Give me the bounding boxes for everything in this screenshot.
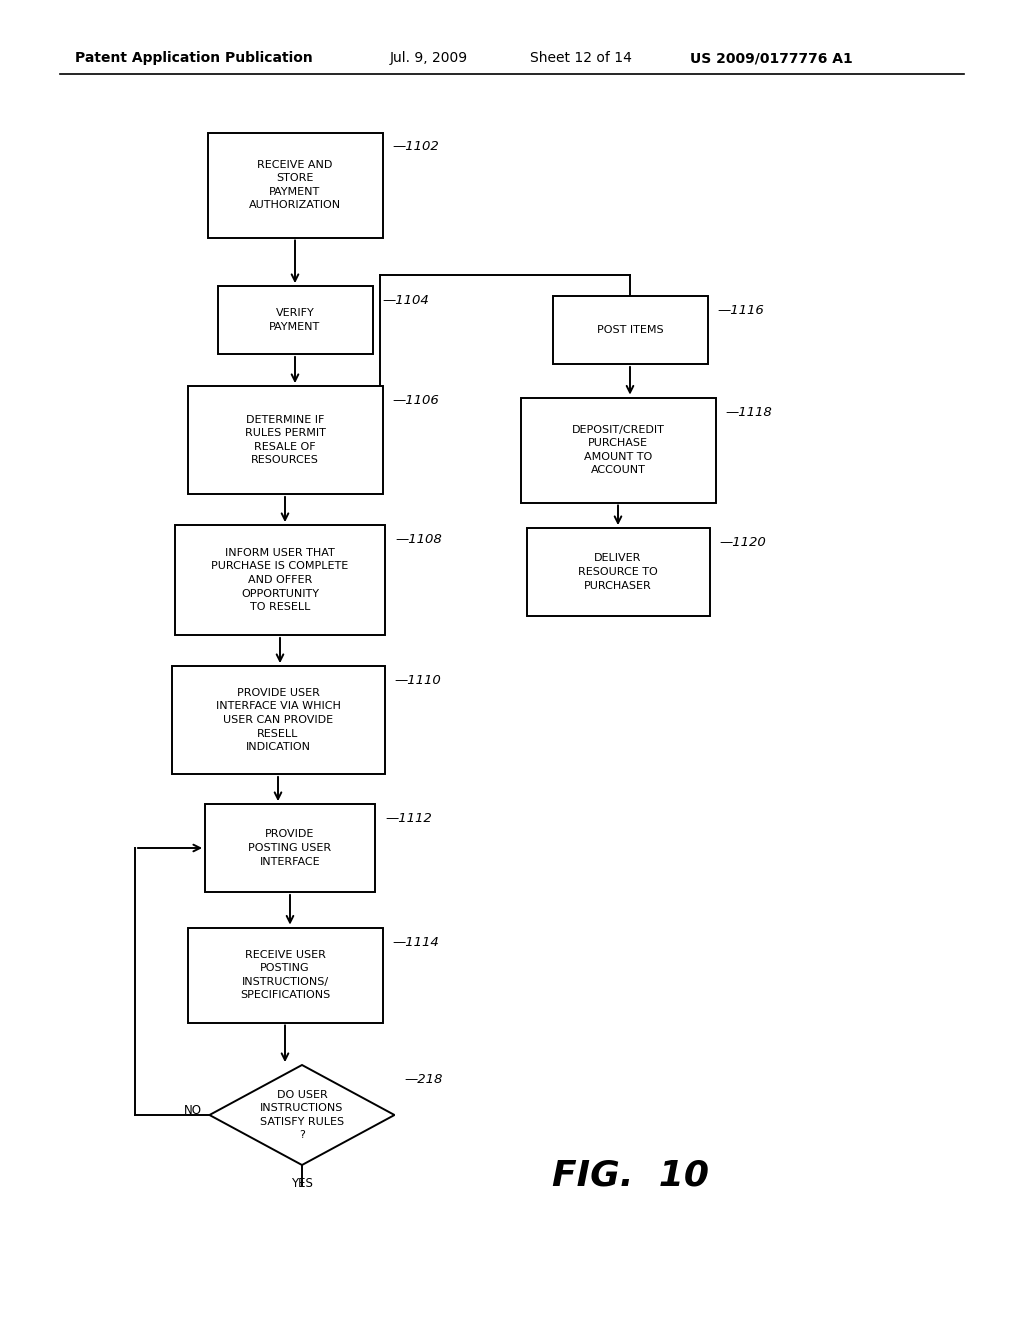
Text: Sheet 12 of 14: Sheet 12 of 14 xyxy=(530,51,632,65)
Polygon shape xyxy=(210,1065,394,1166)
Text: —1110: —1110 xyxy=(394,675,441,686)
Bar xyxy=(526,528,710,616)
Bar xyxy=(217,286,373,354)
Bar xyxy=(175,525,385,635)
Text: Patent Application Publication: Patent Application Publication xyxy=(75,51,312,65)
Bar xyxy=(208,132,383,238)
Text: NO: NO xyxy=(183,1104,202,1117)
Text: Jul. 9, 2009: Jul. 9, 2009 xyxy=(390,51,468,65)
Text: —1120: —1120 xyxy=(720,536,766,549)
Text: VERIFY
PAYMENT: VERIFY PAYMENT xyxy=(269,308,321,331)
Text: —1106: —1106 xyxy=(392,393,439,407)
Bar xyxy=(520,397,716,503)
Text: —1116: —1116 xyxy=(718,304,764,317)
Text: —1114: —1114 xyxy=(392,936,439,949)
Text: —1118: —1118 xyxy=(725,405,772,418)
Text: —218: —218 xyxy=(404,1073,442,1086)
Bar xyxy=(187,928,383,1023)
Text: RECEIVE AND
STORE
PAYMENT
AUTHORIZATION: RECEIVE AND STORE PAYMENT AUTHORIZATION xyxy=(249,160,341,210)
Text: DELIVER
RESOURCE TO
PURCHASER: DELIVER RESOURCE TO PURCHASER xyxy=(579,553,657,590)
Text: PROVIDE USER
INTERFACE VIA WHICH
USER CAN PROVIDE
RESELL
INDICATION: PROVIDE USER INTERFACE VIA WHICH USER CA… xyxy=(216,688,340,752)
Text: —1102: —1102 xyxy=(392,140,439,153)
Text: INFORM USER THAT
PURCHASE IS COMPLETE
AND OFFER
OPPORTUNITY
TO RESELL: INFORM USER THAT PURCHASE IS COMPLETE AN… xyxy=(211,548,348,612)
Bar xyxy=(187,385,383,494)
Text: FIG.  10: FIG. 10 xyxy=(552,1158,709,1192)
Text: DO USER
INSTRUCTIONS
SATISFY RULES
?: DO USER INSTRUCTIONS SATISFY RULES ? xyxy=(260,1089,344,1140)
Text: POST ITEMS: POST ITEMS xyxy=(597,325,664,335)
Text: YES: YES xyxy=(291,1177,313,1191)
Text: DETERMINE IF
RULES PERMIT
RESALE OF
RESOURCES: DETERMINE IF RULES PERMIT RESALE OF RESO… xyxy=(245,414,326,466)
Bar xyxy=(205,804,375,892)
Text: RECEIVE USER
POSTING
INSTRUCTIONS/
SPECIFICATIONS: RECEIVE USER POSTING INSTRUCTIONS/ SPECI… xyxy=(240,949,330,1001)
Text: —1104: —1104 xyxy=(383,294,429,308)
Bar xyxy=(171,667,384,774)
Text: US 2009/0177776 A1: US 2009/0177776 A1 xyxy=(690,51,853,65)
Text: —1108: —1108 xyxy=(395,533,441,546)
Text: DEPOSIT/CREDIT
PURCHASE
AMOUNT TO
ACCOUNT: DEPOSIT/CREDIT PURCHASE AMOUNT TO ACCOUN… xyxy=(571,425,665,475)
Text: —1112: —1112 xyxy=(385,812,432,825)
Bar xyxy=(553,296,708,364)
Text: PROVIDE
POSTING USER
INTERFACE: PROVIDE POSTING USER INTERFACE xyxy=(249,829,332,867)
